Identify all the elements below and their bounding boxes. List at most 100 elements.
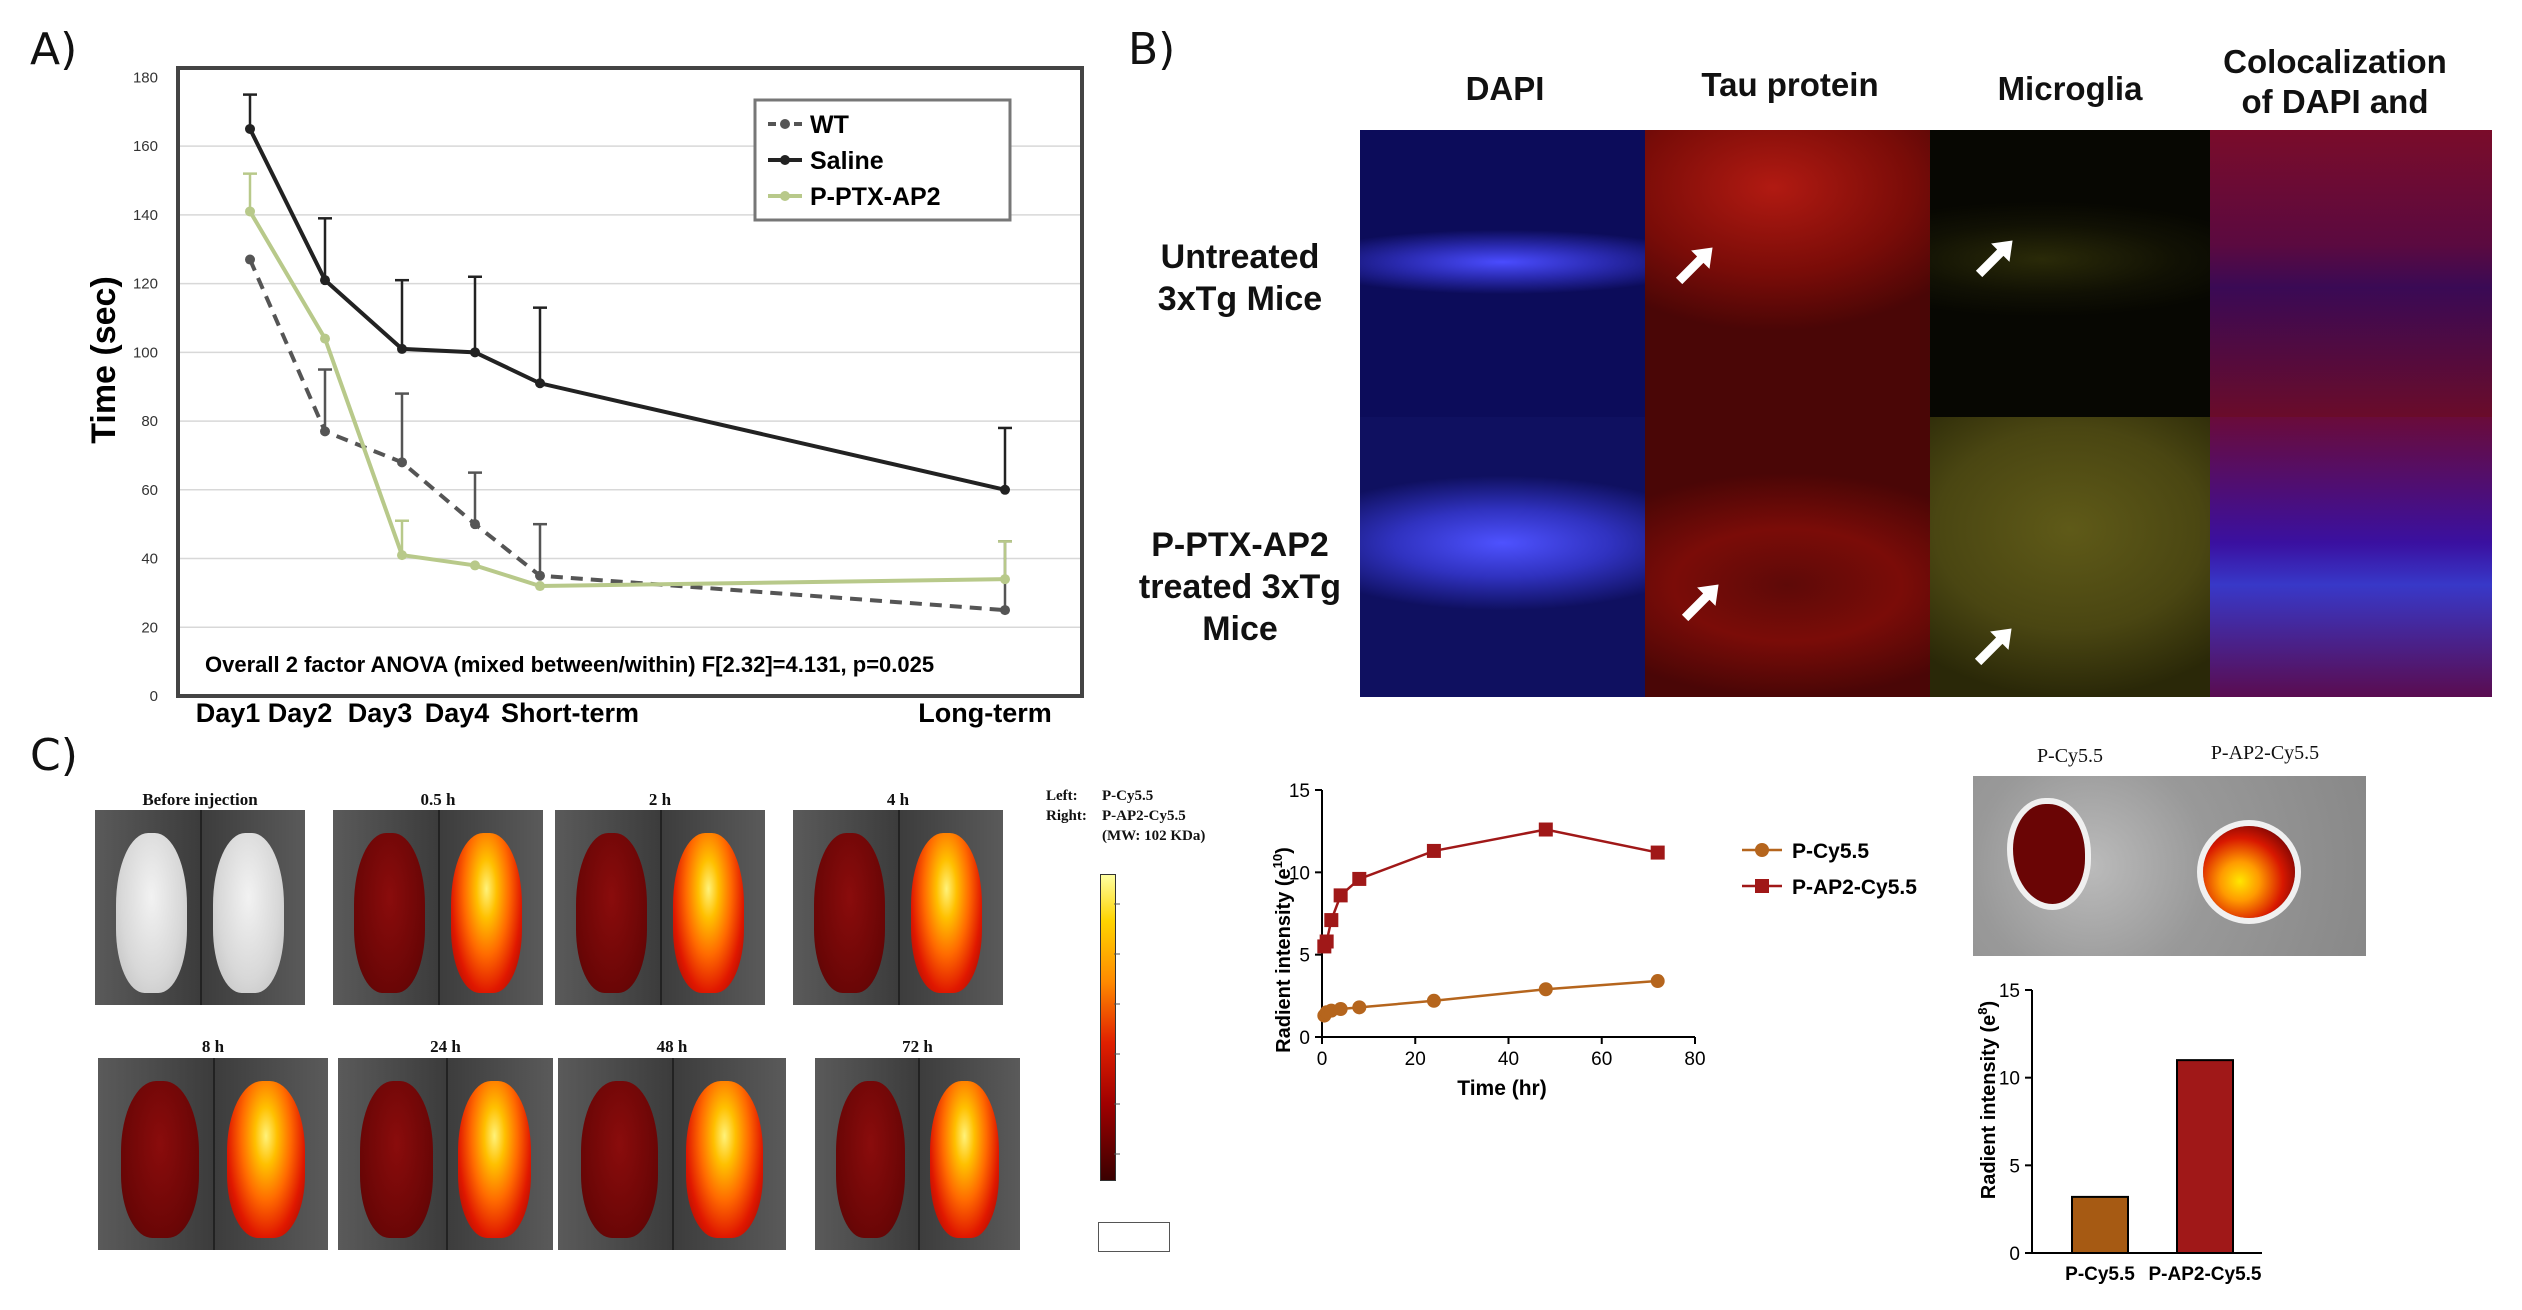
data-point	[1426, 993, 1441, 1008]
y-tick-label: 100	[133, 344, 158, 361]
arrow-icon	[1974, 628, 2012, 666]
imaging-timepoint-label: 0.5 h	[420, 790, 456, 809]
series-p-ap2-cy5-5	[1317, 822, 1665, 954]
mouse-imaging-tile	[793, 810, 1003, 1005]
tile-divider	[660, 810, 662, 1005]
color-scale-ticks	[1114, 903, 1120, 1155]
data-point	[535, 581, 545, 592]
y-tick-label: 80	[141, 413, 158, 430]
data-point	[245, 123, 255, 134]
x-tick-label: 80	[1684, 1049, 1705, 1070]
bar-p-ap2-cy5-5	[2176, 1059, 2234, 1254]
y-tick-label: 10	[1289, 863, 1310, 884]
data-point	[1426, 843, 1441, 858]
data-point	[1319, 934, 1334, 949]
row-label-treated: P-PTX-AP2 treated 3xTg Mice	[1138, 526, 1342, 648]
mouse-right-p-ap2-cy55	[672, 833, 744, 994]
x-tick-label: 40	[1498, 1049, 1519, 1070]
series-line	[248, 128, 1006, 492]
mouse-right-p-ap2-cy55	[929, 1081, 1000, 1239]
micrograph-microglia-untreated	[1930, 130, 2210, 417]
tile-divider	[445, 1058, 448, 1250]
x-tick-label: P-Cy5.5	[2065, 1264, 2135, 1285]
legend-label: P-AP2-Cy5.5	[1792, 876, 1917, 899]
legend-label: P-PTX-AP2	[810, 183, 941, 211]
imaging-timepoint-label: 48 h	[656, 1037, 688, 1056]
data-point	[397, 343, 407, 354]
mouse-imaging-tile	[815, 1058, 1020, 1250]
legend-right-key: Right:	[1046, 808, 1087, 824]
imaging-timepoint-label: Before injection	[142, 790, 258, 809]
tile-divider	[213, 1058, 215, 1250]
micrograph-dapi-treated	[1360, 417, 1645, 697]
x-tick-label: 20	[1405, 1049, 1426, 1070]
y-axis-label: Radient intensity (e10)	[1270, 847, 1295, 1053]
y-tick-label: 40	[141, 551, 158, 568]
mouse-left-p-cy55	[116, 833, 188, 994]
series-saline	[243, 93, 1012, 495]
panel-b-letter: B)	[1128, 24, 1176, 75]
color-scale-bar	[1100, 874, 1116, 1181]
x-tick-label: Day2	[268, 698, 333, 728]
tile-divider	[200, 810, 202, 1005]
x-tick-label: 60	[1591, 1049, 1612, 1070]
legend-left-value: P-Cy5.5	[1102, 788, 1154, 804]
series-line	[248, 258, 1006, 613]
imaging-timepoint-label: 72 h	[902, 1037, 933, 1056]
data-point	[1538, 982, 1553, 997]
tile-divider	[917, 1058, 920, 1250]
legend-right-value: P-AP2-Cy5.5	[1102, 808, 1186, 824]
x-tick-label: Day4	[425, 698, 490, 728]
tile-divider	[672, 1058, 674, 1250]
mouse-left-p-cy55	[580, 1081, 659, 1239]
mouse-imaging-tile	[98, 1058, 328, 1250]
legend-marker	[780, 155, 790, 165]
x-tick-label: 0	[1317, 1049, 1328, 1070]
mouse-left-p-cy55	[814, 833, 886, 994]
mouse-right-p-ap2-cy55	[458, 1081, 532, 1239]
mouse-left-p-cy55	[121, 1081, 200, 1239]
data-point	[1352, 1000, 1367, 1015]
series-line	[1323, 979, 1658, 1017]
col-header-tau: Tau protein	[1701, 66, 1879, 103]
panel-c-letter: C)	[30, 730, 78, 781]
y-tick-label: 5	[1299, 946, 1310, 967]
data-point	[1333, 1002, 1348, 1017]
y-tick-label: 5	[2009, 1156, 2020, 1177]
x-tick-label: Short-term	[501, 698, 639, 728]
x-axis-label: Time (hr)	[1457, 1077, 1546, 1100]
y-tick-label: 0	[2009, 1244, 2020, 1265]
arrow-icon	[1975, 240, 2013, 278]
y-tick-label: 120	[133, 276, 158, 293]
mouse-left-p-cy55	[576, 833, 648, 994]
data-point	[320, 426, 330, 437]
organ-p-ap2-cy55	[2203, 826, 2295, 918]
y-tick-label: 20	[141, 619, 158, 636]
x-tick-label: Day3	[348, 698, 413, 728]
legend-marker	[780, 191, 790, 201]
mouse-right-p-ap2-cy55	[226, 1081, 305, 1239]
y-tick-label: 60	[141, 482, 158, 499]
mouse-imaging-tile	[555, 810, 765, 1005]
x-tick-label: Long-term	[918, 698, 1051, 728]
panel-c-bar-chart: 0 5 10 15 P-Cy5.5 P-AP2-Cy5.5 Radient intens…	[1975, 981, 2262, 1285]
anova-annotation: Overall 2 factor ANOVA (mixed between/wi…	[205, 652, 934, 677]
data-point	[1538, 822, 1553, 837]
imaging-timepoint-label: 24 h	[430, 1037, 461, 1056]
panel-c-line-legend: P-Cy5.5 P-AP2-Cy5.5	[1742, 840, 1917, 899]
panel-a-letter: A)	[30, 24, 78, 75]
y-tick-label: 0	[150, 688, 158, 705]
legend-marker	[1755, 843, 1769, 857]
mouse-imaging-tile	[338, 1058, 553, 1250]
data-point	[245, 206, 255, 217]
data-point	[470, 347, 480, 358]
row-label-untreated: Untreated 3xTg Mice	[1157, 238, 1323, 318]
legend-marker	[1755, 879, 1769, 893]
data-point	[320, 333, 330, 344]
data-point	[1650, 845, 1665, 860]
mouse-imaging-tile	[95, 810, 305, 1005]
legend-marker	[780, 119, 790, 129]
data-point	[320, 275, 330, 286]
tile-divider	[438, 810, 440, 1005]
color-scale-box	[1098, 1222, 1170, 1252]
